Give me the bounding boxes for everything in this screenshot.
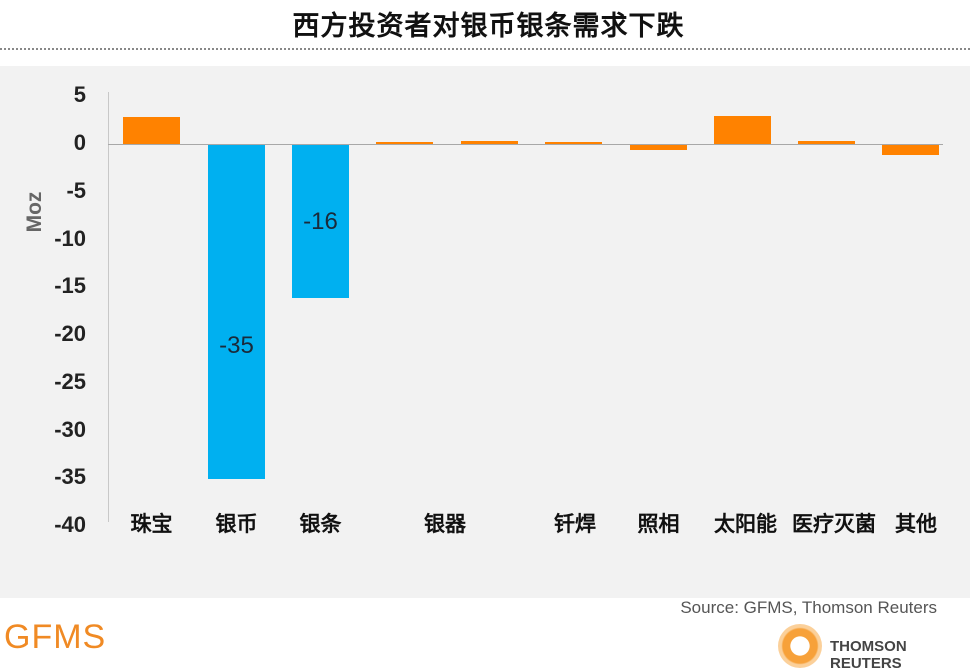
bar [545,142,602,144]
x-category-label: 珠宝 [130,512,173,536]
y-tick-label: -40 [54,512,86,537]
y-tick-label: -25 [54,368,86,394]
bar [714,116,771,144]
y-axis-line [108,92,109,522]
bar-data-label: -16 [303,208,338,235]
bar [882,145,939,155]
y-tick-label: -15 [54,273,86,299]
bar [208,145,265,480]
y-tick-label: 0 [73,130,86,155]
y-tick-label: -20 [54,321,86,346]
thomson-reuters-logo-text: THOMSON REUTERS [830,638,907,672]
zero-baseline [108,144,943,145]
bar [376,142,433,144]
chart-panel [0,66,970,598]
x-category-label: 银币 [215,512,258,536]
bar-data-label: -35 [219,332,254,359]
x-category-label: 其他 [895,512,937,536]
thomson-reuters-logo-icon [778,624,822,668]
bar [630,145,687,150]
x-category-label: 钎焊 [554,512,596,536]
gfms-logo: GFMS [4,618,107,656]
x-category-label: 医疗灭菌 [792,512,876,536]
x-category-label: 照相 [637,512,680,536]
bar [798,141,855,144]
source-note: Source: GFMS, Thomson Reuters [680,598,937,617]
x-category-label: 银条 [299,512,342,536]
bar [292,145,349,298]
chart-title: 西方投资者对银币银条需求下跌 [292,11,685,42]
y-tick-label: -5 [66,177,86,203]
y-tick-label: 5 [73,82,86,108]
x-category-label: 银器 [424,512,466,536]
bar [461,141,518,144]
y-tick-label: -30 [54,416,86,442]
bar [123,117,180,144]
y-tick-label: -35 [54,464,86,490]
y-tick-label: -10 [54,225,86,251]
title-divider [0,48,970,50]
x-category-label: 太阳能 [714,512,777,536]
